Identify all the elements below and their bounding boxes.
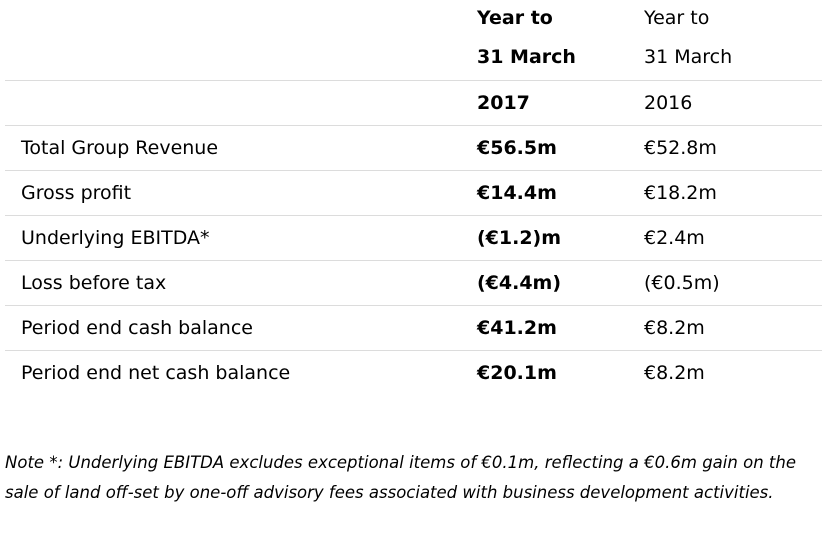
table-row: Gross profit €14.4m €18.2m (5, 170, 822, 216)
header-2017-31-march: 31 March (461, 35, 627, 81)
header-2016-31-march: 31 March (627, 35, 822, 81)
header-2016-year: 2016 (627, 80, 822, 126)
header-2017-year-to: Year to (477, 6, 553, 29)
header-blank-cell (5, 35, 461, 81)
header-blank-cell (5, 0, 461, 35)
value-2017: (€4.4m) (461, 260, 627, 306)
header-blank-cell (5, 80, 461, 126)
header-row-31-march: 31 March 31 March (5, 35, 822, 81)
table-row: Loss before tax (€4.4m) (€0.5m) (5, 260, 822, 306)
header-2017-year: 2017 (461, 80, 627, 126)
header-row-year: 2017 2016 (5, 80, 822, 126)
row-label: Total Group Revenue (5, 125, 461, 171)
row-label: Period end net cash balance (21, 361, 291, 384)
row-label: Underlying EBITDA* (5, 215, 461, 261)
header-2016-year-to: Year to (644, 6, 710, 29)
value-2016: €8.2m (627, 305, 822, 351)
value-2016: €52.8m (627, 125, 822, 171)
value-2016: €8.2m (644, 361, 705, 384)
row-label: Loss before tax (5, 260, 461, 306)
table-row: Period end cash balance €41.2m €8.2m (5, 305, 822, 351)
value-2017: €56.5m (461, 125, 627, 171)
value-2017: (€1.2)m (461, 215, 627, 261)
table-row: Underlying EBITDA* (€1.2)m €2.4m (5, 215, 822, 261)
footnote: Note *: Underlying EBITDA excludes excep… (5, 453, 796, 502)
value-2017: €41.2m (461, 305, 627, 351)
row-label: Period end cash balance (5, 305, 461, 351)
value-2016: €18.2m (627, 170, 822, 216)
header-row-year-to: Year to Year to (5, 0, 822, 35)
value-2017: €14.4m (461, 170, 627, 216)
value-2017: €20.1m (477, 361, 557, 384)
value-2016: €2.4m (627, 215, 822, 261)
row-label: Gross profit (5, 170, 461, 216)
value-2016: (€0.5m) (627, 260, 822, 306)
table-row: Period end net cash balance €20.1m €8.2m (5, 350, 822, 395)
table-row: Total Group Revenue €56.5m €52.8m (5, 125, 822, 171)
financial-highlights-table: Year to Year to 31 March 31 March 2017 2… (5, 0, 822, 395)
